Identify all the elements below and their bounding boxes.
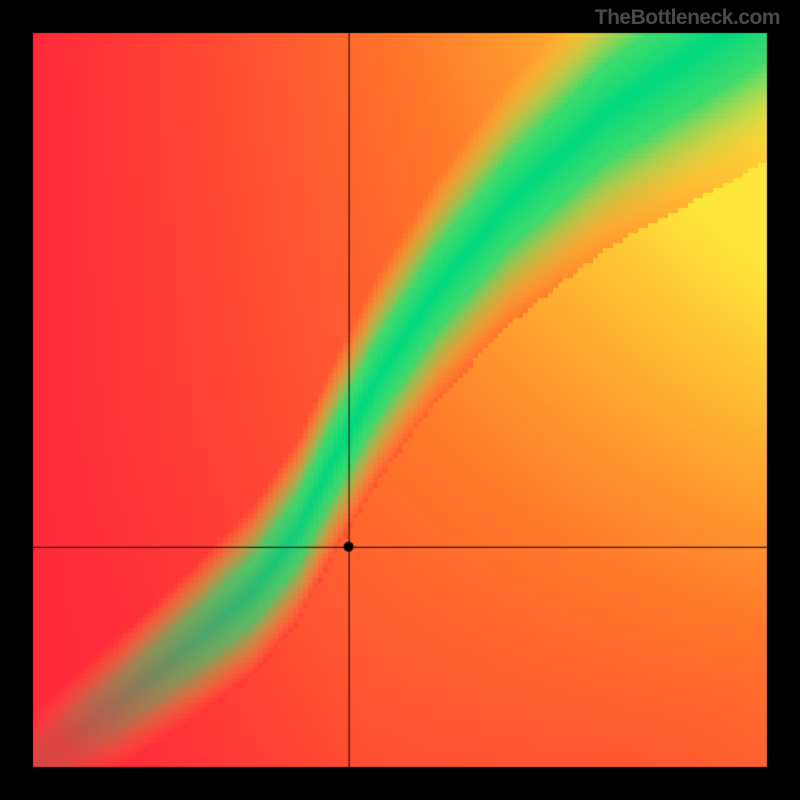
heatmap-canvas <box>0 0 800 800</box>
chart-container: TheBottleneck.com <box>0 0 800 800</box>
watermark-text: TheBottleneck.com <box>595 6 780 30</box>
